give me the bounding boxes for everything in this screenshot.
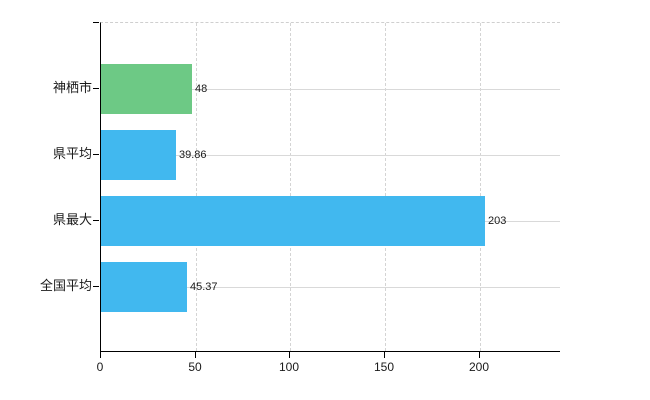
x-tick-label: 0 xyxy=(96,360,104,374)
vertical-gridline xyxy=(196,23,197,351)
bar-神栖市 xyxy=(101,64,192,114)
vertical-gridline xyxy=(385,23,386,351)
plot-area: 48 39.86 203 45.37 xyxy=(100,22,560,352)
y-axis-tick xyxy=(93,22,99,23)
x-tick-label: 100 xyxy=(278,360,300,374)
vertical-gridline xyxy=(480,23,481,351)
bar-value-label: 45.37 xyxy=(190,281,218,293)
bar-value-label: 48 xyxy=(195,83,208,95)
vertical-gridline xyxy=(290,23,291,351)
category-label: 神栖市 xyxy=(52,80,92,95)
category-label: 県最大 xyxy=(52,212,92,227)
x-axis-tick xyxy=(479,352,480,358)
y-axis-tick xyxy=(93,286,99,287)
horizontal-gridline xyxy=(101,89,560,90)
x-axis-tick xyxy=(100,352,101,358)
category-label: 全国平均 xyxy=(39,278,92,293)
x-axis-tick xyxy=(195,352,196,358)
bar-value-label: 39.86 xyxy=(179,149,207,161)
bar-全国平均 xyxy=(101,262,187,312)
bar-県平均 xyxy=(101,130,176,180)
bar-県最大 xyxy=(101,196,485,246)
x-tick-label: 150 xyxy=(373,360,395,374)
y-axis-tick xyxy=(93,154,99,155)
x-axis-tick xyxy=(384,352,385,358)
y-axis-tick xyxy=(93,88,99,89)
horizontal-gridline xyxy=(101,287,560,288)
x-tick-label: 200 xyxy=(468,360,490,374)
x-axis-tick xyxy=(289,352,290,358)
y-axis-tick xyxy=(93,220,99,221)
bar-value-label: 203 xyxy=(488,215,507,227)
x-tick-label: 50 xyxy=(188,360,202,374)
category-label: 県平均 xyxy=(52,146,92,161)
horizontal-gridline xyxy=(101,155,560,156)
